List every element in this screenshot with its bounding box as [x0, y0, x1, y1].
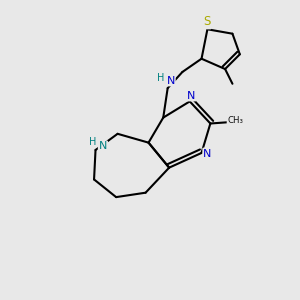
Text: CH₃: CH₃	[227, 116, 243, 125]
Text: H: H	[157, 74, 165, 83]
Text: N: N	[167, 76, 175, 85]
Text: N: N	[187, 91, 195, 100]
Text: H: H	[89, 137, 96, 147]
Text: N: N	[99, 142, 107, 152]
Text: N: N	[203, 148, 212, 158]
Text: S: S	[203, 15, 211, 28]
